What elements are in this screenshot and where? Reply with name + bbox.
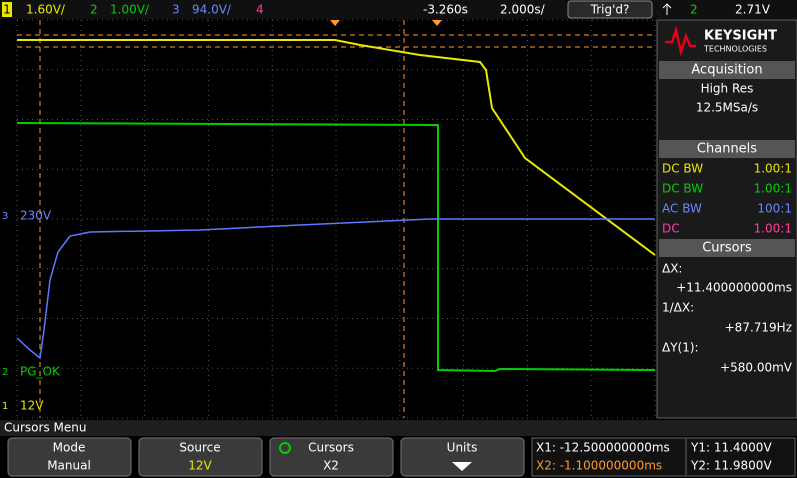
trigger-level: 2.71V — [735, 3, 771, 17]
waveform-ch3 — [16, 218, 655, 360]
channel-number: 3 — [172, 3, 180, 17]
section-header — [659, 61, 795, 79]
channel-badge — [2, 2, 12, 17]
channel-number: 2 — [90, 3, 98, 17]
channel-scale: 1.60V/ — [26, 3, 66, 17]
cursor-value: +580.00mV — [720, 361, 793, 375]
channel-number: 1 — [3, 3, 11, 17]
softkey[interactable]: Cursors X2 — [269, 437, 394, 477]
coupling: DC BW — [662, 182, 703, 196]
softkey-value[interactable]: Manual — [47, 459, 91, 473]
section-title: Cursors — [702, 241, 752, 256]
menu-title-bar — [0, 420, 797, 436]
softkey-value[interactable]: X2 — [323, 459, 339, 473]
acq-rate: 12.5MSa/s — [696, 101, 758, 115]
softkey[interactable]: Mode Manual — [7, 437, 132, 477]
softkey-frame[interactable] — [138, 437, 263, 477]
softkey-frame[interactable] — [7, 437, 132, 477]
cursor-label: 1/ΔX: — [662, 301, 694, 315]
trigger-status-box — [567, 0, 653, 19]
logo — [665, 25, 696, 57]
brand: KEYSIGHT — [704, 29, 777, 44]
waveform-ch2 — [16, 122, 656, 373]
knob-icon[interactable] — [279, 442, 291, 454]
cursor-value: +87.719Hz — [725, 321, 792, 335]
readout-y1: Y1: 11.4000V — [690, 441, 772, 455]
cursor-label: ΔY(1): — [662, 341, 699, 355]
channel-label: PG_OK — [20, 365, 61, 379]
section-title: Channels — [697, 142, 757, 157]
readout-x1: X1: -12.500000000ms — [536, 441, 670, 455]
readout-box — [531, 437, 796, 477]
channel-scale: 1.00V/ — [110, 3, 150, 17]
ground-marker: 2 — [2, 367, 8, 378]
coupling: AC BW — [662, 202, 702, 216]
brand-sub: TECHNOLOGIES — [703, 45, 767, 54]
coupling: DC — [662, 222, 680, 236]
softkey-label[interactable]: Cursors — [308, 441, 354, 455]
softkey-label[interactable]: Mode — [53, 441, 86, 455]
section-header — [659, 140, 795, 158]
probe: 1.00:1 — [754, 182, 792, 196]
softkey[interactable]: Source 12V — [138, 437, 263, 477]
time-offset: -3.260s — [423, 3, 468, 17]
ground-marker: 1 — [2, 401, 8, 412]
trigger-status: Trig'd? — [590, 3, 630, 17]
waveform-ch1 — [17, 39, 656, 256]
softkey-value[interactable]: 12V — [188, 459, 212, 473]
softkey-frame[interactable] — [269, 437, 394, 477]
channel-label: 12V — [20, 399, 44, 413]
cursor-label: ΔX: — [662, 262, 682, 276]
coupling: DC BW — [662, 162, 703, 176]
ground-marker: 3 — [2, 211, 8, 222]
softkey-frame[interactable] — [400, 437, 525, 477]
probe: 1.00:1 — [754, 222, 792, 236]
trigger-source: 2 — [690, 3, 698, 17]
probe: 100:1 — [757, 202, 792, 216]
channel-scale: 94.0V/ — [192, 3, 232, 17]
acq-mode: High Res — [701, 82, 754, 96]
trigger-icon — [662, 3, 672, 15]
softkey-label[interactable]: Units — [447, 441, 478, 455]
cursor-value: +11.400000000ms — [676, 281, 792, 295]
channel-label: 230V — [20, 209, 52, 223]
softkey[interactable]: Units — [400, 437, 525, 477]
time-scale: 2.000s/ — [500, 3, 546, 17]
readout-y2: Y2: 11.9800V — [690, 459, 772, 473]
probe: 1.00:1 — [754, 162, 792, 176]
side-panel — [656, 19, 797, 419]
submenu-arrow[interactable] — [452, 462, 472, 471]
readout-x2: X2: -1.100000000ms — [536, 459, 662, 473]
section-header — [659, 239, 795, 257]
cursors — [17, 20, 655, 418]
section-title: Acquisition — [691, 63, 762, 78]
channel-number: 4 — [256, 3, 264, 17]
softkey-label[interactable]: Source — [179, 441, 220, 455]
menu-title: Cursors Menu — [4, 421, 86, 435]
